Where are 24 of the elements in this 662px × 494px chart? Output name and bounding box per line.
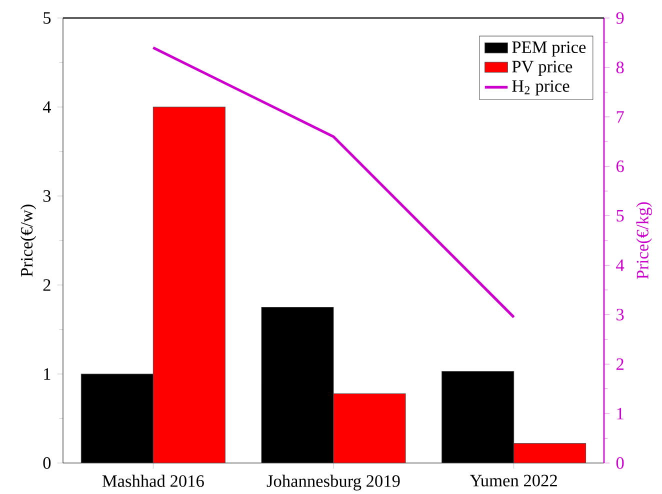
y2-tick-label: 8 [616, 62, 624, 74]
y2-tick-label: 5 [616, 210, 624, 222]
y2-tick-label: 1 [617, 408, 624, 420]
y2-tick-label: 9 [616, 12, 624, 24]
legend-label: PEM price [512, 41, 586, 57]
x-tick-label: Johannesburg 2019 [266, 474, 400, 491]
y-axis-title: Price(€/w) [20, 204, 36, 277]
legend-label: H$_{2}$ price [512, 80, 570, 96]
y-tick-label: 5 [44, 12, 51, 24]
y2-tick-label: 0 [616, 457, 624, 469]
y-tick-label: 3 [43, 190, 51, 202]
y2-tick-label: 4 [616, 260, 624, 271]
y2-tick-label: 3 [616, 308, 624, 320]
y2-axis-title: Price(€/kg) [636, 202, 652, 279]
y2-tick-label: 2 [616, 358, 624, 370]
y-tick-label: 0 [43, 457, 51, 469]
y-tick-label: 2 [43, 279, 50, 291]
y-tick-label: 4 [42, 101, 52, 113]
y2-tick-label: 6 [616, 160, 624, 172]
legend-label: PV price [512, 60, 572, 76]
x-tick-label: Yumen 2022 [470, 474, 557, 486]
x-tick-label: Mashhad 2016 [102, 474, 204, 487]
y2-tick-label: 7 [616, 111, 624, 123]
y-tick-label: 1 [44, 368, 50, 380]
